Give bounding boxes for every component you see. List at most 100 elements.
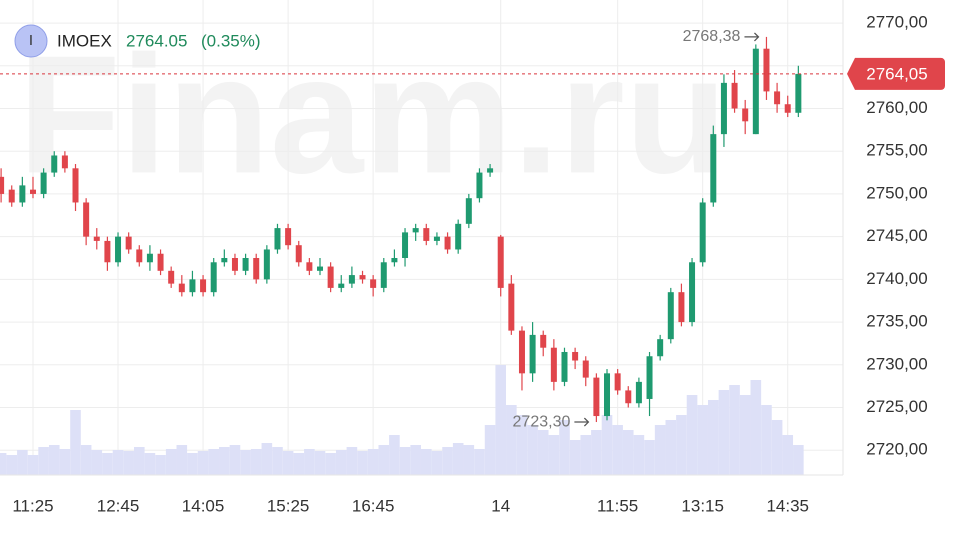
volume-bar [452,443,464,475]
x-tick-label: 11:55 [597,496,638,515]
volume-bar [793,445,804,475]
volume-bar [431,451,443,475]
x-tick-label: 11:25 [12,496,53,515]
candle-body [561,351,568,382]
volume-bar [537,430,549,475]
volume-bar [484,425,496,475]
volume-bar [112,450,124,475]
volume-bar [367,449,379,475]
volume-bar [729,385,740,475]
volume-bar [70,410,81,475]
candle-body [423,228,430,241]
candle-body [604,373,611,417]
candle-body [370,279,377,288]
candle-body [338,283,345,288]
candle-body [83,202,90,237]
candle-body [210,262,217,293]
candle-body [317,266,323,271]
volume-bar [102,453,113,475]
volume [0,365,804,475]
candle-body [433,236,440,241]
candle-body [625,390,632,404]
volume-bar [314,451,326,475]
candle-body [657,339,664,357]
x-tick-label: 14:05 [182,496,225,515]
y-tick-label: 2755,00 [866,141,927,160]
volume-bar [91,450,103,475]
volume-bar [633,435,645,475]
volume-bar [474,449,485,475]
candle-body [508,283,515,331]
volume-bar [708,400,719,475]
y-tick-label: 2750,00 [866,183,927,202]
candle-body [200,279,207,293]
candle-body [178,283,185,293]
volume-bar [389,435,400,475]
candle-body [550,347,557,382]
candle-body [306,262,313,271]
x-tick-label: 12:45 [97,496,140,515]
candle-body [402,232,409,259]
candle-body [646,356,653,399]
candle-body [476,172,483,199]
volume-bar [155,455,166,475]
y-tick-label: 2725,00 [866,397,927,416]
volume-bar [346,447,358,475]
candle-body [518,330,525,374]
volume-bar [718,390,730,475]
candle-body [763,48,770,92]
last-price-label: 2764,05 [866,64,927,83]
volume-bar [761,405,772,475]
volume-bar [240,450,251,475]
volume-bar [357,451,368,475]
last-price-tag [847,57,945,90]
candle-body [168,270,175,284]
annotation-arrow [744,32,760,42]
y-tick-label: 2770,00 [866,13,927,32]
candle-body [731,82,738,109]
volume-bar [335,450,347,475]
candle-body [242,258,249,271]
volume-bar [6,455,18,475]
volume-bar [750,380,762,475]
volume-bar [463,445,475,475]
y-tick-label: 2760,00 [866,98,927,117]
volume-bar [771,420,783,475]
volume-bar [229,445,241,475]
candle-body [593,377,600,417]
candle-body [61,155,68,169]
volume-bar [38,447,49,475]
candle-body [40,172,47,194]
y-tick-label: 2745,00 [866,226,927,245]
candle-body [465,198,472,224]
candle-body [274,228,281,250]
x-tick-label: 16:45 [352,496,395,515]
volume-bar [548,435,560,475]
volume-bar [421,449,432,475]
candle-body [263,249,270,280]
volume-bar [17,450,28,475]
candle-body [348,275,355,284]
volume-bar [644,440,655,475]
y-tick-label: 2720,00 [866,440,927,459]
plot [0,36,802,423]
annotation-label: 2768,38 [683,28,741,45]
volume-bar [686,395,698,475]
annotation-label: 2723,30 [513,413,571,430]
candle-body [742,108,749,122]
volume-bar [250,449,262,475]
volume-bar [187,453,198,475]
candle-body [157,253,164,271]
volume-bar [506,405,517,475]
candle-body [582,360,589,378]
volume-bar [197,451,209,475]
volume-bar [27,455,39,475]
volume-bar [782,435,794,475]
volume-bar [144,453,156,475]
candle-body [444,236,451,250]
candle-body [231,258,238,271]
change: (0.35%) [201,31,261,50]
candle-body [412,228,419,233]
volume-bar [410,445,421,475]
